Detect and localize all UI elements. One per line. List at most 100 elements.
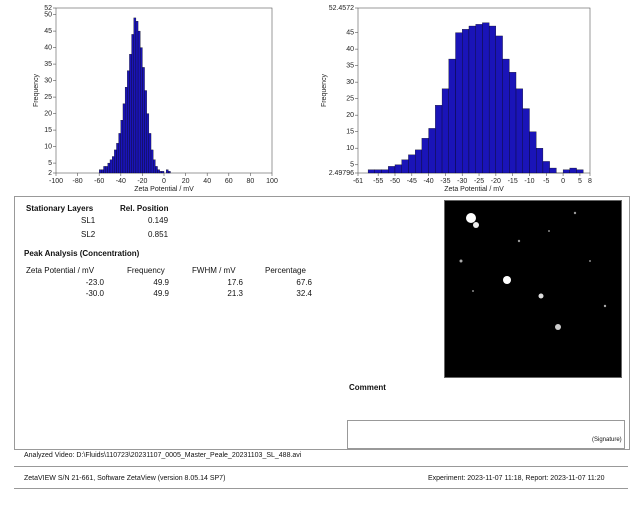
y-tick-label: 15 xyxy=(44,127,52,134)
bar xyxy=(131,34,134,174)
bar xyxy=(114,149,117,174)
bar xyxy=(103,166,106,174)
divider xyxy=(14,488,628,489)
x-tick-label: -50 xyxy=(390,178,400,185)
bar xyxy=(99,169,102,174)
x-tick-label: -60 xyxy=(94,178,104,185)
x-tick-label: 0 xyxy=(162,178,166,185)
x-tick-label: -30 xyxy=(457,178,467,185)
x-tick-label: 8 xyxy=(588,178,592,185)
bar xyxy=(536,148,544,174)
bar xyxy=(421,138,429,174)
bar xyxy=(569,167,577,174)
bar xyxy=(542,161,550,174)
cell: SL2 xyxy=(81,230,96,239)
bar xyxy=(133,17,137,174)
bar xyxy=(161,171,165,174)
x-tick-label: -35 xyxy=(440,178,450,185)
bar xyxy=(502,58,510,174)
y-tick-label: 5 xyxy=(48,160,52,167)
bar xyxy=(482,22,490,174)
table-header: Stationary Layers xyxy=(26,204,94,213)
bar xyxy=(144,90,147,174)
x-tick-label: -100 xyxy=(49,178,63,185)
x-axis-label: Zeta Potential / mV xyxy=(134,186,194,193)
bar xyxy=(140,47,143,174)
y-tick-label: 15 xyxy=(346,129,354,136)
x-tick-label: -25 xyxy=(474,178,484,185)
comment-label: Comment xyxy=(349,383,386,392)
y-tick-label: 50 xyxy=(44,11,52,18)
bar xyxy=(515,88,523,174)
y-tick-label: 40 xyxy=(346,46,354,53)
y-tick-label: 45 xyxy=(44,28,52,35)
bar xyxy=(576,169,584,174)
table-header: Frequency xyxy=(127,266,165,275)
bar xyxy=(428,128,436,174)
bar xyxy=(116,143,119,174)
y-tick-label: 25 xyxy=(346,96,354,103)
table-header: Percentage xyxy=(265,266,306,275)
bar xyxy=(105,166,108,174)
bar xyxy=(388,166,396,174)
x-tick-label: -80 xyxy=(73,178,83,185)
bar xyxy=(488,25,497,174)
bar xyxy=(509,72,517,174)
x-tick-label: 60 xyxy=(225,178,233,185)
y-tick-label: 35 xyxy=(44,61,52,68)
bar xyxy=(166,169,169,174)
video-path: Analyzed Video: D:\Fluids\110723\2023110… xyxy=(24,452,302,459)
bar xyxy=(462,29,470,174)
cell: -23.0 xyxy=(85,278,104,287)
plot-frame xyxy=(55,7,273,174)
bar xyxy=(549,167,557,174)
y-tick-label: 30 xyxy=(44,77,52,84)
bar xyxy=(101,169,104,174)
x-tick-label: -55 xyxy=(373,178,383,185)
x-tick-label: 0 xyxy=(561,178,565,185)
y-tick-label: 2 xyxy=(48,170,52,177)
bar xyxy=(408,154,416,174)
footer-right: Experiment: 2023-11-07 11:18, Report: 20… xyxy=(428,475,605,482)
x-tick-label: -40 xyxy=(116,178,126,185)
bar xyxy=(135,21,139,174)
bar xyxy=(155,166,158,174)
x-tick-label: -10 xyxy=(524,178,534,185)
x-tick-label: 20 xyxy=(182,178,190,185)
video-frame xyxy=(444,200,622,378)
bar xyxy=(153,159,156,174)
table-header: FWHM / mV xyxy=(192,266,236,275)
bar xyxy=(120,120,124,174)
bar xyxy=(448,58,456,174)
bar xyxy=(475,24,483,174)
cell: 21.3 xyxy=(227,289,243,298)
x-axis-label: Zeta Potential / mV xyxy=(444,186,504,193)
divider xyxy=(14,466,628,467)
bar xyxy=(150,149,154,174)
y-tick-label: 10 xyxy=(346,145,354,152)
x-tick-label: 80 xyxy=(247,178,255,185)
x-tick-label: -5 xyxy=(543,178,549,185)
bar xyxy=(142,67,145,174)
bar xyxy=(159,171,162,174)
bar xyxy=(495,35,503,174)
signature-label: (Signature) xyxy=(592,437,622,443)
x-tick-label: 40 xyxy=(203,178,211,185)
charts: -100 -80 -60 -40 -20 0 20 40 60 80 100251015202530… xyxy=(33,5,592,193)
bar xyxy=(137,30,141,174)
y-tick-label: 5 xyxy=(350,162,354,169)
bar xyxy=(455,32,463,174)
table-header: Zeta Potential / mV xyxy=(26,266,95,275)
y-tick-label: 40 xyxy=(44,44,52,51)
x-tick-label: -40 xyxy=(424,178,434,185)
bar xyxy=(394,164,402,174)
cell: 0.851 xyxy=(148,230,169,239)
y-tick-label: 30 xyxy=(346,79,354,86)
bar xyxy=(124,87,128,174)
bar xyxy=(415,149,423,174)
bar xyxy=(129,54,132,174)
y-tick-label: 20 xyxy=(346,112,354,119)
bar xyxy=(529,131,537,174)
y-axis-label: Frequency xyxy=(33,73,40,107)
